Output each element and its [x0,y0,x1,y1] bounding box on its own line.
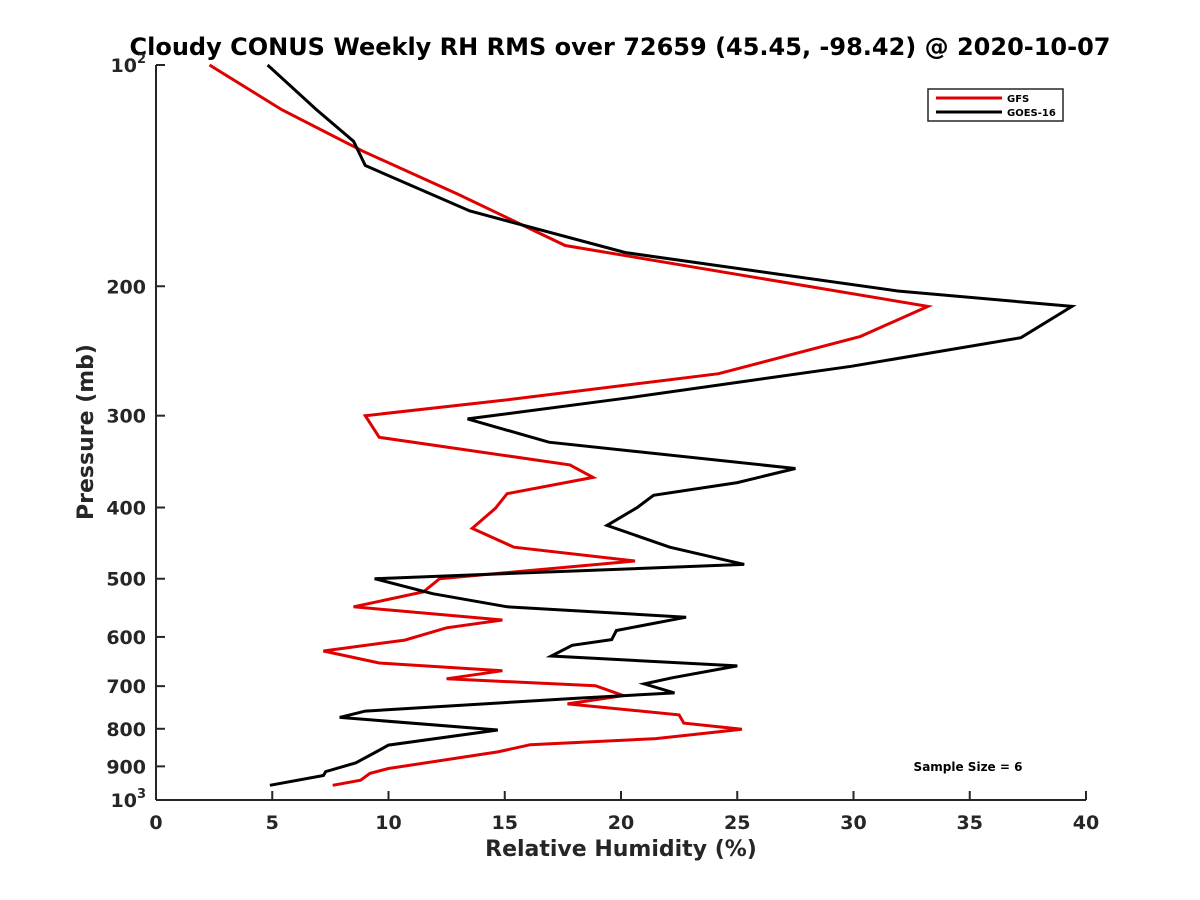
chart-title: Cloudy CONUS Weekly RH RMS over 72659 (4… [130,33,1111,61]
y-tick-label: 600 [106,627,146,649]
y-tick-label: 900 [106,756,146,778]
y-tick-label: 700 [106,676,146,698]
legend-label: GFS [1007,94,1029,105]
x-tick-label: 30 [840,812,866,834]
series-layer [208,63,1077,787]
x-tick-label: 40 [1073,812,1099,834]
x-tick-label: 15 [492,812,518,834]
x-axis-label: Relative Humidity (%) [485,837,757,862]
sample-size-annotation: Sample Size = 6 [914,760,1023,774]
x-ticks: 0 5 10 15 20 25 30 35 40 [149,791,1099,834]
x-tick-label: 25 [724,812,750,834]
y-tick-label: 400 [106,498,146,520]
series-line-gfs [208,63,934,787]
x-tick-label: 20 [608,812,634,834]
y-axis-label: Pressure (mb) [74,344,99,520]
y-tick-label: 300 [106,406,146,428]
x-tick-label: 0 [149,812,162,834]
y-tick-label: 200 [106,276,146,298]
y-tick-label: 800 [106,719,146,741]
series-line-goes-16 [266,63,1077,787]
x-tick-label: 5 [266,812,279,834]
x-tick-label: 35 [957,812,983,834]
y-tick-label: 500 [106,569,146,591]
x-tick-label: 10 [375,812,401,834]
legend-box [927,88,1064,122]
legend-label: GOES-16 [1007,108,1056,119]
legend: GFS GOES-16 [927,88,1064,122]
